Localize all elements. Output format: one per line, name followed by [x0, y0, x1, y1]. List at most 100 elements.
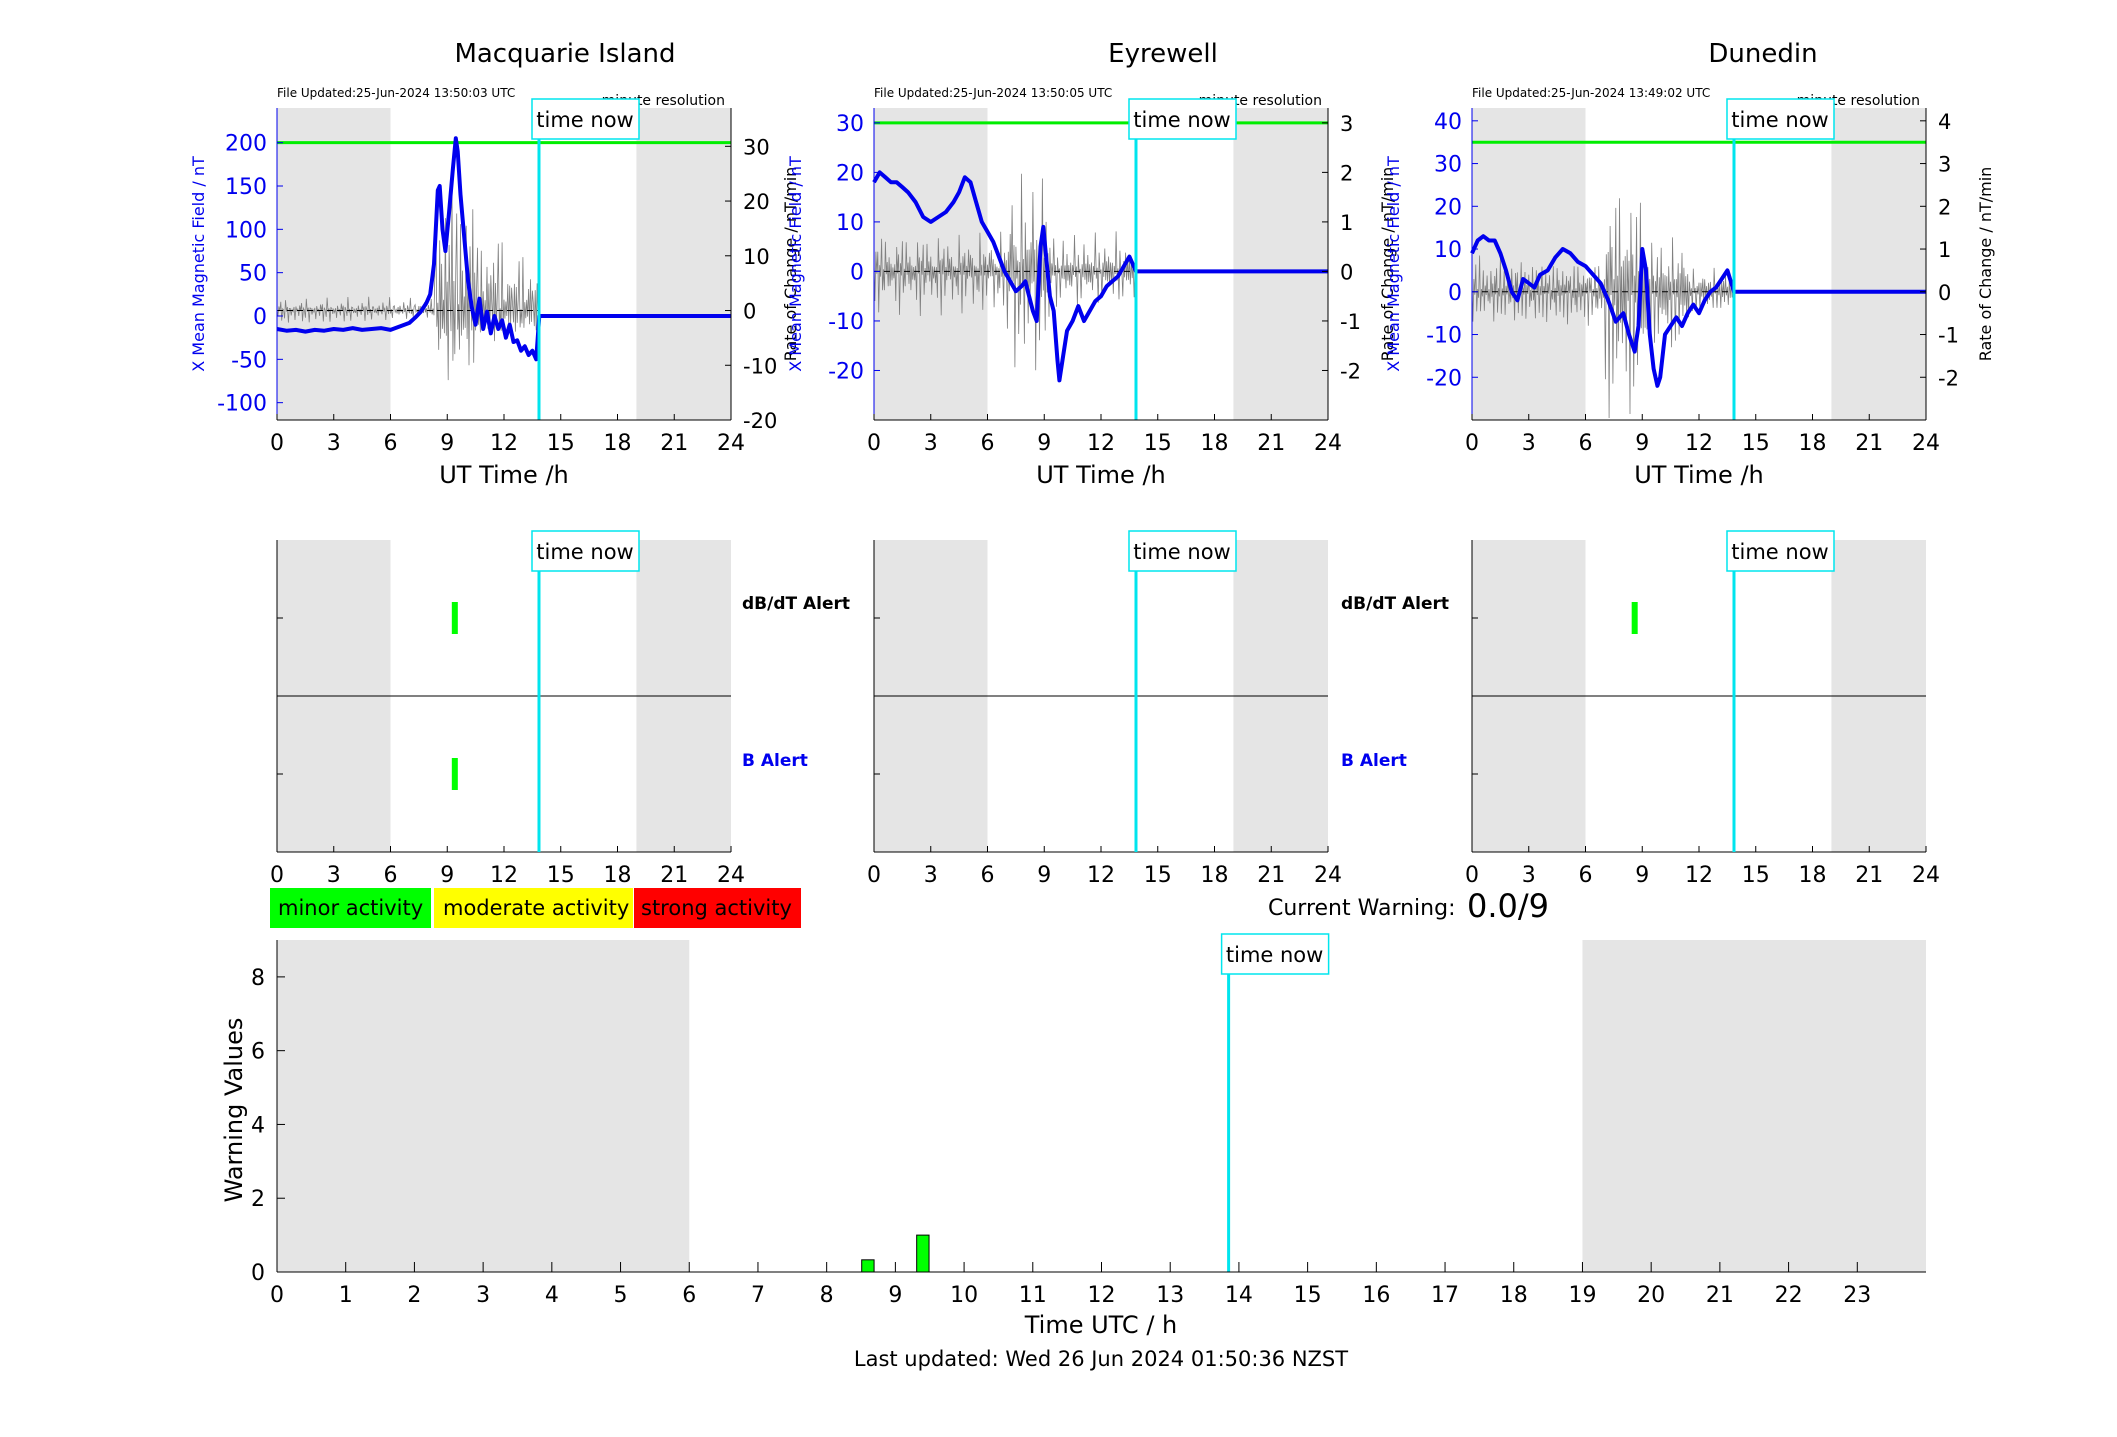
x-tick-label: 0 [867, 863, 881, 888]
magnetic-field-series [872, 170, 1328, 383]
x-tick-label: 13 [1156, 1283, 1184, 1308]
y-right-tick-label: 3 [1340, 112, 1353, 136]
rate-of-change-series [276, 189, 539, 381]
time-now-label-box [531, 530, 640, 572]
time-now-label: time now [536, 540, 633, 564]
x-tick-label: 6 [1579, 863, 1593, 888]
field-chart-eyrewell: File Updated:25-Jun-2024 13:50:05 UTC min… [786, 86, 1397, 489]
station-title-eyrewell: Eyrewell [1108, 39, 1218, 69]
x-tick-label: 15 [1144, 863, 1172, 888]
x-tick-label: 0 [270, 1283, 284, 1308]
y-left-tick-label: -20 [1426, 366, 1462, 391]
y-left-tick-label: 0 [1448, 281, 1462, 306]
warning-bar [916, 1234, 930, 1273]
x-tick-label: 21 [1257, 863, 1285, 888]
y-right-tick-label: 30 [743, 135, 770, 159]
x-tick-label: 15 [1294, 1283, 1322, 1308]
b-alert-mark [451, 758, 458, 790]
y-tick-label: 4 [251, 1113, 265, 1138]
x-tick-label: 18 [604, 431, 632, 456]
b-alert-label: B Alert [1341, 751, 1407, 771]
y-right-tick-label: -1 [1938, 324, 1959, 348]
y-right-tick-label: 0 [1340, 260, 1353, 284]
x-tick-label: 2 [407, 1283, 421, 1308]
night-shading [277, 108, 391, 420]
y-left-tick-label: 20 [1434, 195, 1462, 220]
night-shading [636, 108, 731, 420]
time-now-label: time now [1226, 943, 1323, 967]
y-right-tick-label: -20 [743, 409, 777, 433]
magnetic-field-series [276, 136, 731, 362]
field-chart-macquarie: File Updated:25-Jun-2024 13:50:03 UTC min… [189, 86, 800, 489]
x-tick-label: 3 [924, 863, 938, 888]
activity-legend: minor activity moderate activity strong … [270, 888, 801, 928]
x-tick-label: 12 [1087, 431, 1115, 456]
y-left-tick-label: 50 [239, 262, 267, 287]
time-now-label-box [531, 98, 640, 140]
y-left-tick-label: 0 [253, 305, 267, 330]
x-tick-label: 15 [1742, 863, 1770, 888]
x-tick-label: 4 [545, 1283, 559, 1308]
x-tick-label: 5 [614, 1283, 628, 1308]
y-tick-label: 0 [251, 1261, 265, 1286]
x-tick-label: 24 [717, 431, 745, 456]
legend-moderate-label: moderate activity [443, 896, 629, 920]
x-tick-label: 3 [924, 431, 938, 456]
time-now-label: time now [1731, 108, 1828, 132]
x-tick-label: 24 [1314, 431, 1342, 456]
x-tick-label: 3 [327, 431, 341, 456]
x-tick-label: 9 [1037, 431, 1051, 456]
x-tick-label: 21 [1257, 431, 1285, 456]
y-right-tick-label: 0 [743, 300, 756, 324]
x-tick-label: 24 [1314, 863, 1342, 888]
x-tick-label: 0 [1465, 863, 1479, 888]
x-tick-label: 0 [270, 431, 284, 456]
file-updated-text: File Updated:25-Jun-2024 13:50:03 UTC [277, 86, 515, 100]
alert-chart-macquarie: time now 0 3 6 9 12 15 18 21 24 [270, 530, 745, 888]
x-tick-label: 24 [1912, 863, 1940, 888]
y-right-tick-label: 1 [1938, 238, 1951, 262]
legend-minor-label: minor activity [278, 896, 423, 920]
y-right-axis-label: Rate of Change / nT/min [1976, 167, 1995, 362]
x-tick-label: 0 [1465, 431, 1479, 456]
y-tick-label: 8 [251, 966, 265, 991]
legend-strong-label: strong activity [641, 896, 792, 920]
x-tick-label: 12 [1087, 863, 1115, 888]
y-left-tick-label: 20 [836, 161, 864, 186]
x-tick-label: 6 [384, 863, 398, 888]
y-right-tick-label: 3 [1938, 153, 1951, 177]
time-now-label: time now [536, 108, 633, 132]
x-tick-label: 21 [660, 863, 688, 888]
x-tick-label: 3 [327, 863, 341, 888]
y-left-tick-label: -100 [217, 392, 267, 417]
time-now-label-box [1726, 98, 1835, 140]
file-updated-text: File Updated:25-Jun-2024 13:50:05 UTC [874, 86, 1112, 100]
file-updated-text: File Updated:25-Jun-2024 13:49:02 UTC [1472, 86, 1710, 100]
x-tick-label: 6 [384, 431, 398, 456]
y-left-tick-label: 40 [1434, 110, 1462, 135]
x-tick-label: 18 [1201, 863, 1229, 888]
x-tick-label: 20 [1637, 1283, 1665, 1308]
y-left-tick-label: 30 [1434, 153, 1462, 178]
x-tick-label: 6 [1579, 431, 1593, 456]
x-tick-label: 7 [751, 1283, 765, 1308]
current-warning-value: 0.0/9 [1467, 887, 1549, 925]
y-right-tick-label: 2 [1938, 195, 1951, 219]
y-right-tick-label: -2 [1938, 366, 1959, 390]
field-chart-dunedin: File Updated:25-Jun-2024 13:49:02 UTC min… [1384, 86, 1995, 489]
x-axis-label: UT Time /h [439, 461, 569, 489]
time-now-label: time now [1731, 540, 1828, 564]
x-tick-label: 9 [1635, 431, 1649, 456]
x-tick-label: 6 [981, 863, 995, 888]
x-tick-label: 9 [440, 431, 454, 456]
x-tick-label: 16 [1362, 1283, 1390, 1308]
y-left-tick-label: 0 [850, 260, 864, 285]
y-right-tick-label: 10 [743, 245, 770, 269]
x-tick-label: 0 [270, 863, 284, 888]
x-tick-label: 12 [1685, 863, 1713, 888]
x-tick-label: 3 [476, 1283, 490, 1308]
magnetic-field-series [1470, 234, 1926, 388]
x-tick-label: 22 [1775, 1283, 1803, 1308]
y-right-tick-label: -10 [743, 354, 777, 378]
dbdt-alert-label: dB/dT Alert [1341, 594, 1449, 614]
